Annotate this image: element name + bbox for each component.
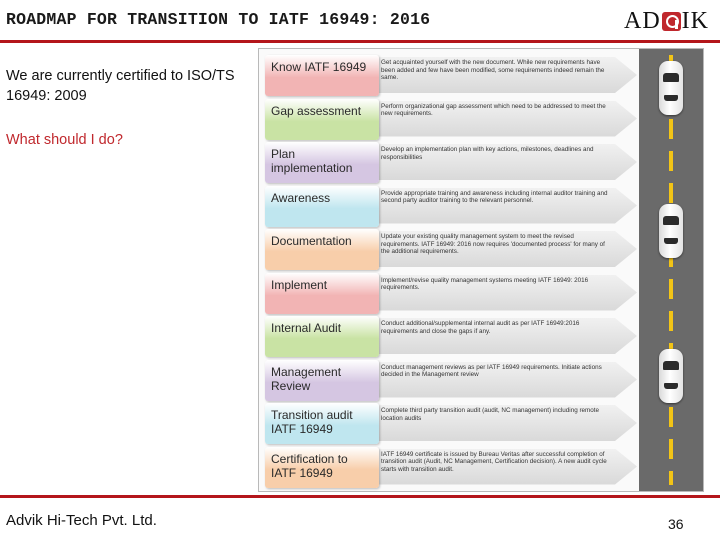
- certification-status: We are currently certified to ISO/TS 169…: [6, 68, 235, 104]
- step-label: Awareness: [265, 185, 379, 227]
- step-label: Transition audit IATF 16949: [265, 403, 379, 444]
- roadmap-step: Get acquainted yourself with the new doc…: [265, 55, 637, 96]
- step-label: Plan implementation: [265, 142, 379, 183]
- lane-markings: [669, 55, 673, 485]
- roadmap-step: IATF 16949 certificate is issued by Bure…: [265, 446, 637, 488]
- roadmap-step: Update your existing quality management …: [265, 229, 637, 270]
- step-label: Implement: [265, 272, 379, 314]
- company-logo: AD IK: [624, 8, 709, 35]
- step-description: Get acquainted yourself with the new doc…: [375, 57, 637, 93]
- step-label: Certification to IATF 16949: [265, 446, 379, 488]
- step-description: Conduct management reviews as per IATF 1…: [375, 361, 637, 398]
- roadmap-step: Perform organizational gap assessment wh…: [265, 98, 637, 140]
- step-label: Gap assessment: [265, 98, 379, 140]
- roadmap-step: Conduct additional/supplemental internal…: [265, 316, 637, 357]
- step-label: Documentation: [265, 229, 379, 270]
- question-text: What should I do?: [6, 132, 123, 148]
- roadmap-step: Conduct management reviews as per IATF 1…: [265, 359, 637, 401]
- car-icon: [659, 349, 683, 403]
- step-description: Provide appropriate training and awarene…: [375, 187, 637, 224]
- page-number: 36: [668, 516, 684, 532]
- slide-title: ROADMAP FOR TRANSITION TO IATF 16949: 20…: [6, 10, 431, 29]
- roadmap-step: Implement/revise quality management syst…: [265, 272, 637, 314]
- step-description: Conduct additional/supplemental internal…: [375, 318, 637, 354]
- company-name: Advik Hi-Tech Pvt. Ltd.: [6, 512, 157, 529]
- roadmap-step: Provide appropriate training and awarene…: [265, 185, 637, 227]
- step-label: Know IATF 16949: [265, 55, 379, 96]
- logo-q-icon: [661, 12, 681, 31]
- logo-text-right: IK: [681, 8, 709, 34]
- car-icon: [659, 204, 683, 258]
- car-icon: [659, 61, 683, 115]
- header-divider: [0, 40, 720, 43]
- roadmap-step: Complete third party transition audit (a…: [265, 403, 637, 444]
- roadmap-diagram: Get acquainted yourself with the new doc…: [258, 48, 704, 492]
- step-description: Perform organizational gap assessment wh…: [375, 100, 637, 137]
- road-graphic: [639, 49, 703, 491]
- step-description: IATF 16949 certificate is issued by Bure…: [375, 448, 637, 485]
- footer-divider: [0, 495, 720, 498]
- step-description: Complete third party transition audit (a…: [375, 405, 637, 441]
- roadmap-step: Develop an implementation plan with key …: [265, 142, 637, 183]
- step-description: Develop an implementation plan with key …: [375, 144, 637, 180]
- step-label: Internal Audit: [265, 316, 379, 357]
- step-description: Update your existing quality management …: [375, 231, 637, 267]
- step-description: Implement/revise quality management syst…: [375, 274, 637, 311]
- logo-text-left: AD: [624, 8, 661, 34]
- step-label: Management Review: [265, 359, 379, 401]
